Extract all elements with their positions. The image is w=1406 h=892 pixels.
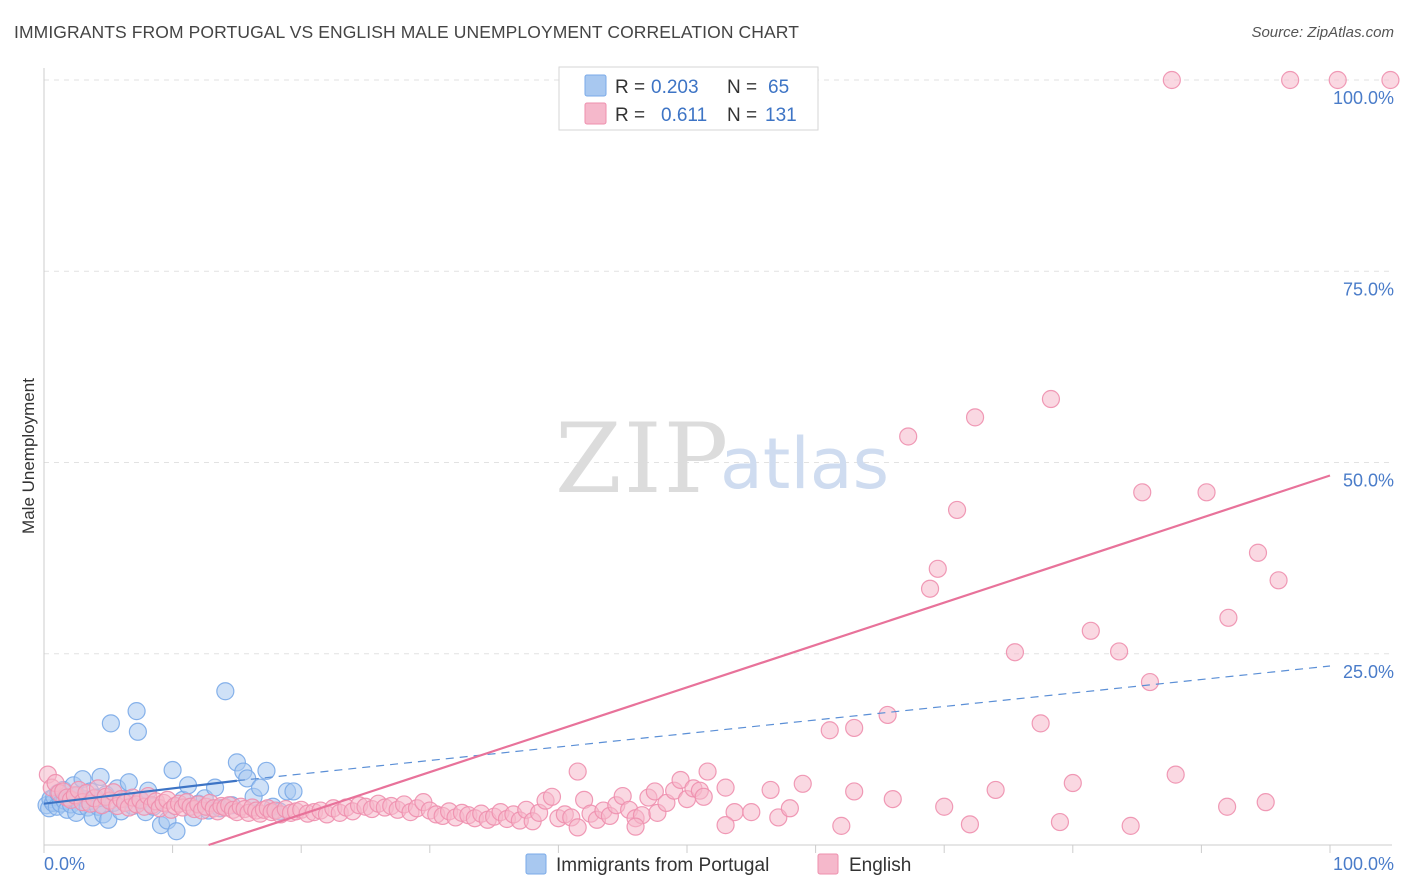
y-tick-labels: 25.0% 50.0% 75.0% 100.0% — [1333, 88, 1394, 682]
data-point — [793, 774, 812, 793]
legend-r-label-portugal: R = — [615, 77, 645, 98]
data-point — [899, 427, 918, 446]
legend-r-label-english: R = — [615, 105, 645, 126]
y-axis-label: Male Unemployment — [19, 378, 38, 534]
data-point — [101, 714, 120, 733]
data-point — [119, 773, 138, 792]
data-point — [1218, 797, 1237, 816]
data-point — [1121, 816, 1140, 835]
legend-swatch-english — [584, 102, 607, 125]
data-point — [920, 579, 940, 598]
y-tick-label: 75.0% — [1343, 279, 1394, 299]
bottom-legend-label-english: English — [849, 855, 911, 876]
data-point — [965, 408, 985, 427]
data-point — [1162, 70, 1181, 90]
data-point — [947, 500, 967, 520]
data-point — [1031, 714, 1050, 733]
source-label: Source: ZipAtlas.com — [1251, 24, 1394, 41]
chart-title: IMMIGRANTS FROM PORTUGAL VS ENGLISH MALE… — [14, 22, 799, 42]
data-point — [167, 822, 186, 841]
trend-line-0 — [43, 779, 238, 805]
data-point — [1050, 812, 1070, 832]
data-point — [1133, 483, 1152, 502]
data-point — [1328, 70, 1347, 90]
data-point — [128, 722, 147, 741]
x-tick-labels: 0.0% 100.0% — [44, 854, 1394, 874]
data-point — [163, 760, 182, 780]
correlation-legend: R = 0.203 N = 65 R = 0.611 N = 131 — [558, 66, 819, 131]
data-point — [928, 559, 947, 578]
data-point — [698, 762, 717, 781]
data-point — [645, 782, 664, 801]
data-point — [626, 817, 645, 836]
data-point — [127, 702, 146, 721]
y-tick-label: 100.0% — [1333, 88, 1394, 108]
data-point — [1005, 643, 1025, 662]
data-point — [1140, 672, 1160, 692]
data-point — [845, 718, 864, 738]
data-point — [780, 799, 799, 818]
data-point — [832, 816, 851, 835]
data-point — [216, 682, 235, 701]
data-point — [820, 721, 839, 740]
data-point — [1281, 70, 1300, 90]
bottom-legend-label-portugal: Immigrants from Portugal — [556, 855, 769, 876]
data-point — [1256, 793, 1275, 812]
data-point — [742, 803, 761, 822]
data-point — [542, 787, 562, 806]
trend-line-dashed-0 — [236, 665, 1331, 782]
series-legend: Immigrants from Portugal English — [525, 853, 911, 876]
legend-r-value-portugal: 0.203 — [651, 77, 699, 98]
data-point — [1248, 543, 1268, 562]
data-point — [250, 778, 270, 797]
data-point — [883, 789, 902, 809]
data-point — [1381, 70, 1400, 90]
data-point — [935, 797, 954, 816]
watermark: ZIP atlas — [555, 403, 889, 515]
data-point — [284, 782, 303, 801]
data-point — [761, 780, 780, 800]
axes — [43, 68, 1392, 853]
y-tick-label: 25.0% — [1343, 662, 1394, 682]
data-point — [1269, 571, 1288, 590]
data-point — [845, 782, 864, 801]
data-point — [878, 705, 897, 725]
legend-n-value-portugal: 65 — [768, 77, 789, 98]
watermark-zip: ZIP — [555, 403, 730, 515]
data-point — [568, 762, 587, 781]
data-point — [1041, 389, 1061, 409]
trend-lines — [43, 474, 1331, 847]
data-point — [257, 761, 276, 780]
grid-lines — [44, 79, 1392, 655]
data-point — [716, 816, 735, 835]
data-point — [1166, 765, 1185, 784]
data-point — [1081, 621, 1100, 640]
data-point — [1109, 642, 1129, 661]
watermark-atlas: atlas — [720, 423, 889, 505]
data-point — [1197, 483, 1216, 502]
data-point — [716, 778, 735, 797]
data-point — [568, 818, 587, 837]
legend-n-label-english: N = — [727, 105, 757, 126]
legend-r-value-english: 0.611 — [661, 105, 707, 126]
data-point — [671, 770, 690, 790]
data-point — [1063, 773, 1082, 793]
data-point — [1219, 608, 1238, 627]
data-point — [986, 780, 1005, 800]
legend-swatch-portugal — [584, 74, 607, 97]
x-tick-label: 100.0% — [1333, 854, 1394, 874]
x-tick-label: 0.0% — [44, 854, 85, 874]
legend-n-value-english: 131 — [765, 105, 797, 126]
bottom-legend-swatch-english — [817, 853, 839, 875]
y-tick-label: 50.0% — [1343, 471, 1394, 491]
trend-line-1 — [208, 474, 1331, 847]
legend-n-label-portugal: N = — [727, 77, 757, 98]
data-point — [694, 787, 713, 806]
data-point — [960, 815, 980, 834]
bottom-legend-swatch-portugal — [525, 853, 547, 875]
